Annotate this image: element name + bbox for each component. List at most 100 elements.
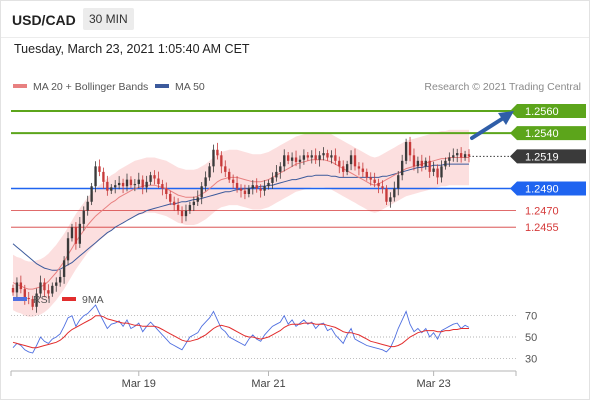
candle-body [200,186,203,198]
candle-body [11,288,15,293]
candle [463,150,467,161]
candle-body [389,197,392,202]
candle-body [436,168,439,178]
candle [23,284,26,305]
rsi-ma-legend-swatch [62,297,76,301]
candle [114,180,117,194]
candle-body [279,166,282,172]
level-tag-shape [510,126,586,141]
candle [86,195,89,216]
candle-body [310,155,313,158]
candle-body [243,190,247,194]
candle [361,162,365,177]
candle [275,165,278,182]
candle-body [196,197,199,202]
candle-body [298,159,302,162]
candle-body [361,168,365,172]
candle-body [444,160,447,167]
candle-body [145,181,148,188]
candle-body [334,155,337,161]
candle-body [467,154,471,157]
candle-body [208,166,211,178]
candle-body [349,155,353,165]
candle-body [133,184,137,186]
candle [393,181,396,202]
candle-body [377,182,380,187]
candle [436,164,439,185]
candle-body [424,160,427,167]
level-tag-1.2519: 1.2519 [510,149,586,164]
candle [172,196,176,212]
candle-body [318,155,321,160]
source-credit: Research © 2021 Trading Central [424,81,581,93]
candle-body [74,227,78,244]
candle [133,178,137,192]
timestamp: Tuesday, March 23, 2021 1:05:40 AM CET [14,42,250,56]
candle [247,185,251,198]
candle [121,178,125,194]
candle-body [428,160,431,172]
candle [267,179,270,190]
candle [440,160,443,183]
rsi-ma-line [12,315,469,349]
candle [239,184,243,198]
candle [310,150,313,164]
level-tag-shape [510,181,586,196]
candle [404,138,408,165]
candle-body [393,188,396,198]
candle [334,148,337,166]
ma20-line [12,157,469,290]
candle-body [86,201,89,211]
candle-body [412,155,416,167]
candle-body [62,260,66,277]
candle-body [432,168,435,172]
candle [345,160,349,176]
level-tag-1.2540: 1.2540 [510,126,586,141]
candle-body [326,153,329,158]
rsi-ma-legend-label: 9MA [82,294,104,306]
candle [228,168,231,183]
candle [298,155,302,169]
candle [456,148,459,163]
timeframe-button[interactable]: 30 MIN [83,8,134,30]
candle-body [306,155,310,158]
candle [27,291,30,305]
candle-body [169,194,172,202]
candle [165,182,168,200]
candle [357,162,361,176]
candle [74,222,78,250]
candle [11,284,15,296]
candle [110,184,113,194]
candle [55,277,58,292]
candle [204,171,207,192]
candle-body [448,157,451,161]
candle-body [357,166,361,169]
candle-body [373,179,376,183]
candle-body [247,188,251,194]
candle [424,157,427,170]
candle [322,147,325,161]
candle [349,150,353,171]
arrow-head [498,111,514,125]
candle [353,148,357,171]
candle-body [452,155,455,158]
candle [149,171,152,186]
candle-body [165,188,168,194]
candle-body [23,289,26,298]
candle [224,160,227,177]
candle [389,192,392,208]
level-tag-shape [510,104,586,119]
candle [428,155,431,178]
candle-body [176,205,180,211]
candle [62,256,66,284]
candle [279,162,282,179]
candle-body [106,181,109,191]
candle [106,175,109,196]
candle-body [19,282,23,290]
candle-body [416,160,420,167]
candle-body [180,210,184,217]
candle-body [302,155,306,160]
candle-body [66,238,70,261]
candle [420,154,424,172]
level-label: 1.2490 [525,183,559,195]
